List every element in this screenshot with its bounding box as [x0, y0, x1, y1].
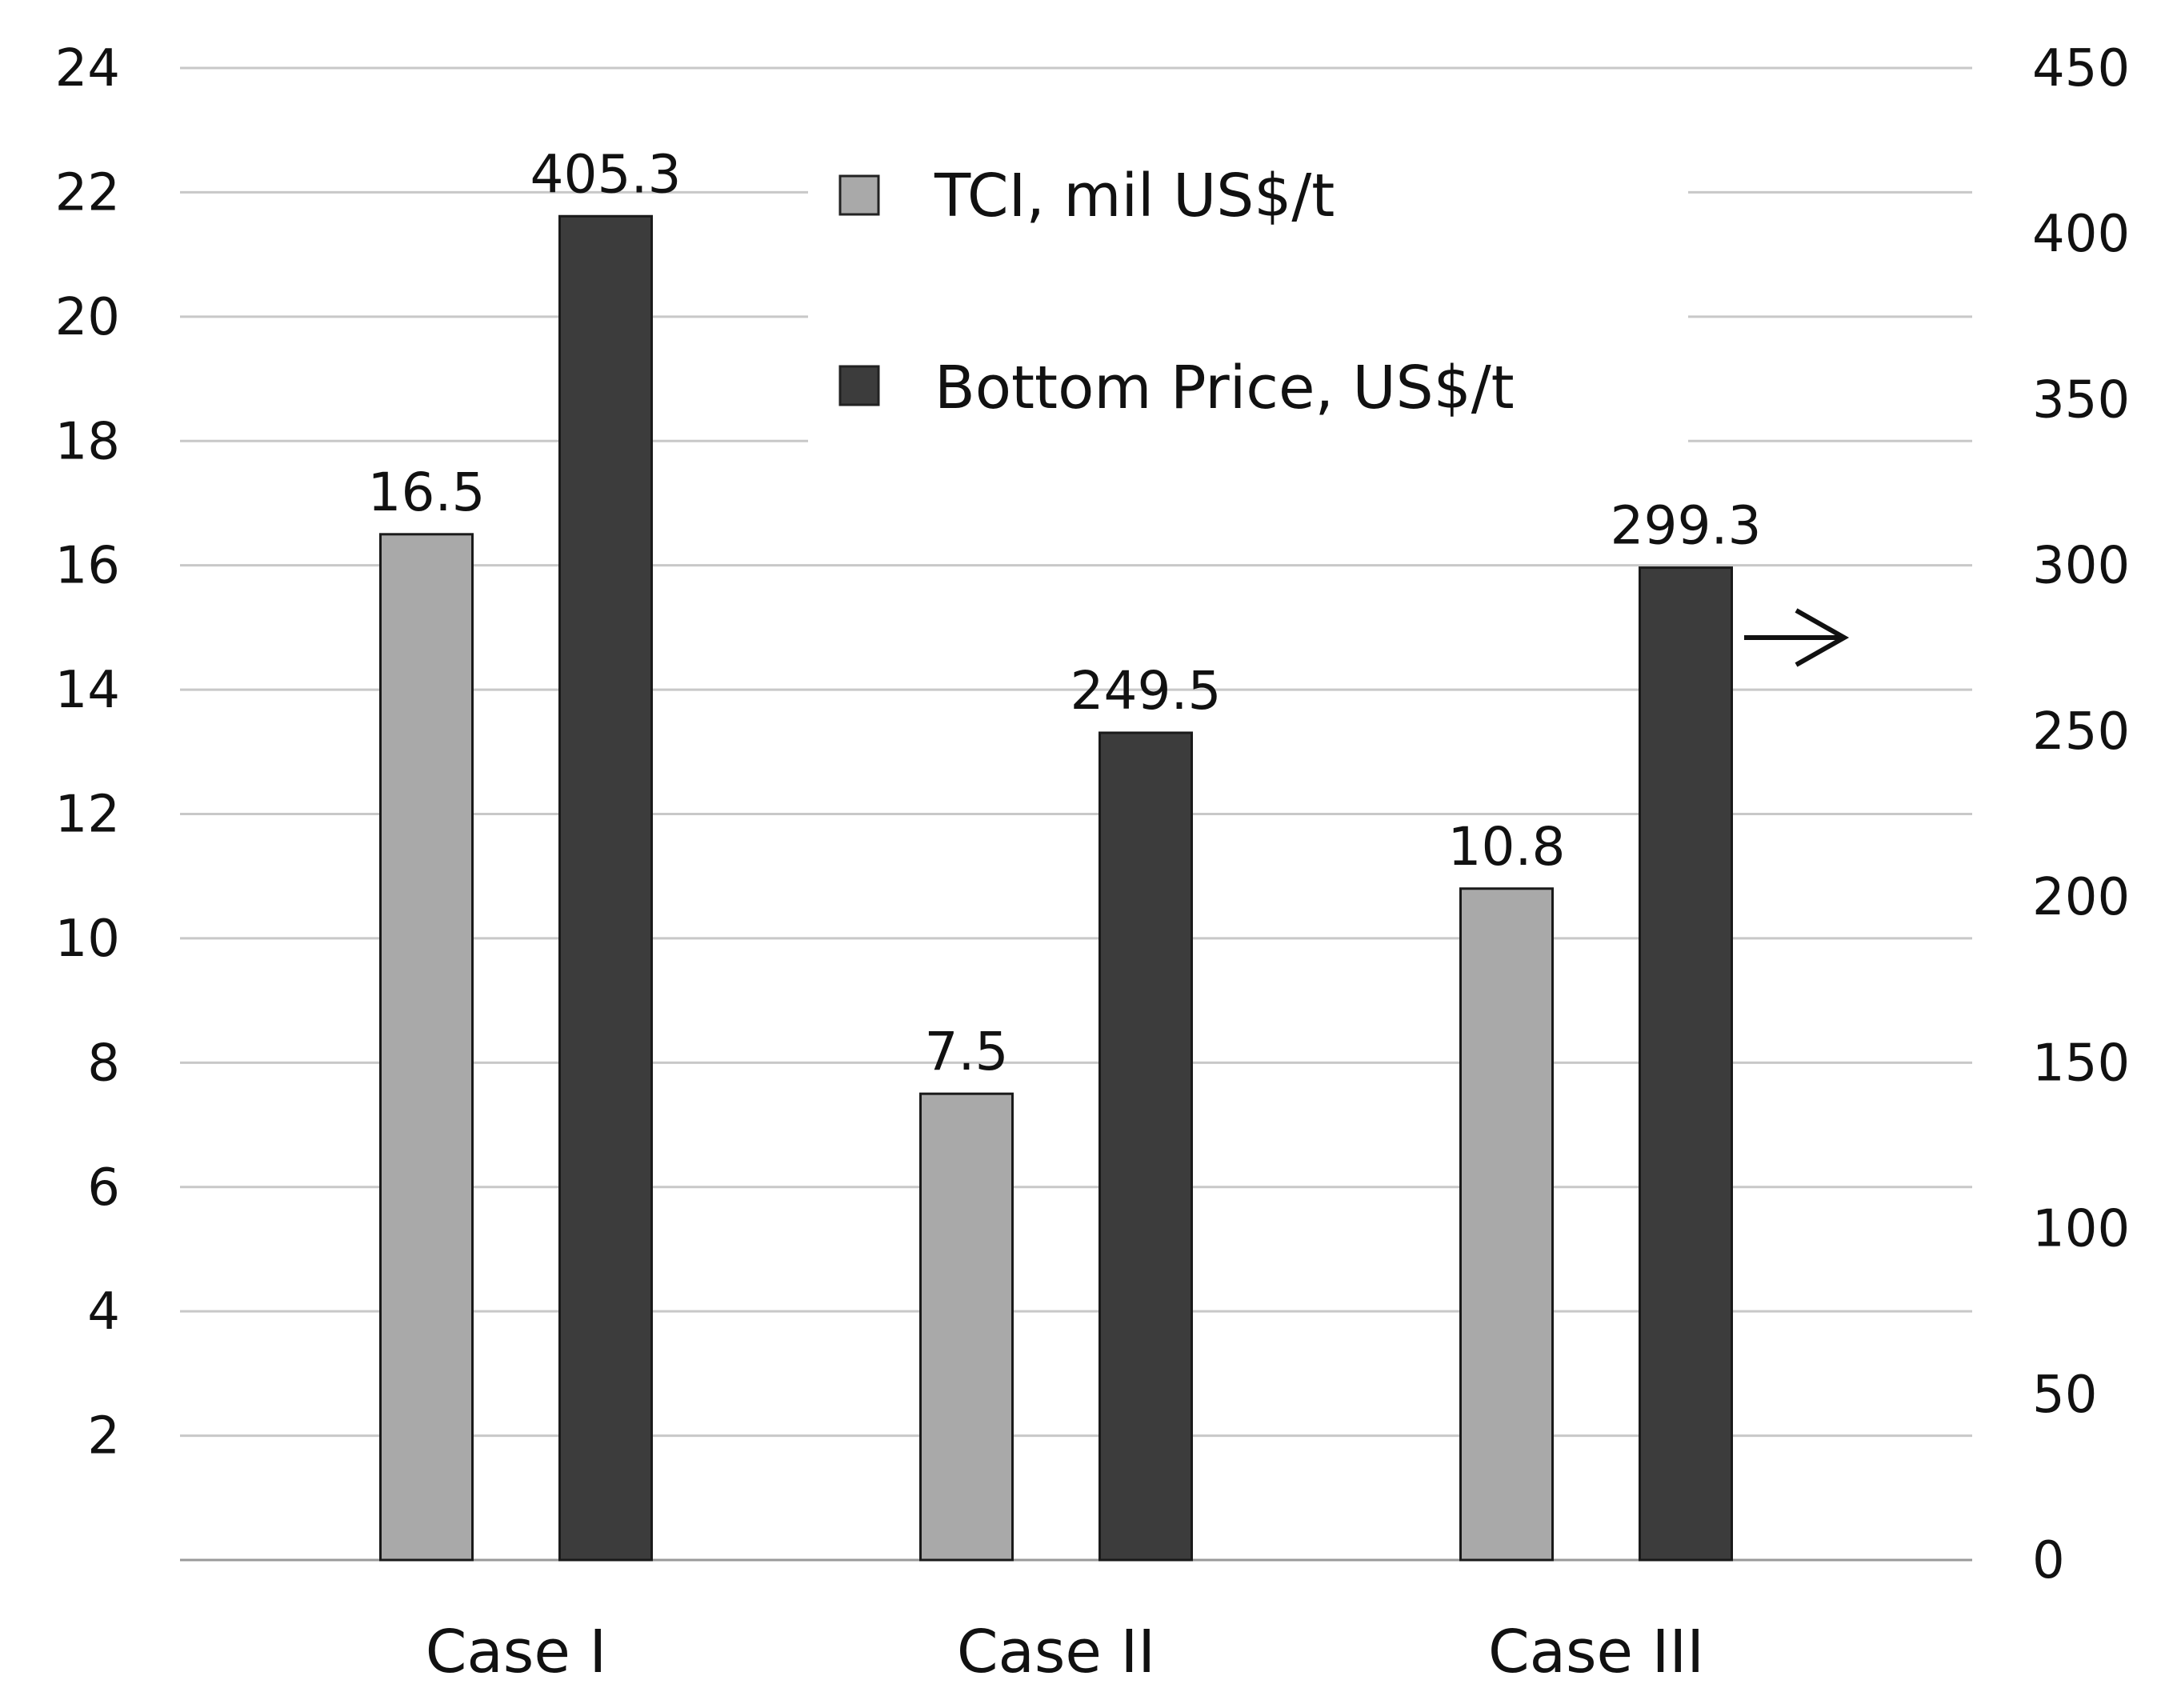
legend-swatch-tci	[838, 174, 880, 216]
category-label: Case III	[1488, 1618, 1704, 1686]
left-tick-label: 16	[55, 537, 120, 596]
left-tick-label: 2	[87, 1407, 120, 1466]
bar	[1639, 566, 1733, 1562]
value-labels: 16.5 405.3 7.5 249.5 10.8 299.3	[368, 143, 1762, 1082]
bar-value-label: 10.8	[1448, 816, 1566, 878]
legend-swatch-bottom-price	[838, 365, 880, 406]
left-tick-label: 22	[55, 163, 120, 222]
category-label: Case I	[426, 1618, 606, 1686]
bar	[919, 1092, 1014, 1562]
bars	[379, 214, 1733, 1562]
left-tick-label: 18	[55, 412, 120, 471]
right-tick-label: 50	[2032, 1366, 2097, 1425]
right-tick-label: 400	[2032, 205, 2130, 264]
right-tick-label: 200	[2032, 868, 2130, 927]
bar-value-label: 249.5	[1070, 660, 1222, 722]
bar	[558, 214, 653, 1562]
category-label: Case II	[957, 1618, 1155, 1686]
left-tick-label: 14	[55, 661, 120, 720]
bar-value-label: 405.3	[530, 143, 682, 205]
bar	[1099, 731, 1193, 1562]
category-labels: Case I Case II Case III	[426, 1618, 1704, 1686]
bar	[379, 533, 474, 1562]
right-y-axis: 0 50 100 150 200 250 300 350 400 450	[2032, 39, 2130, 1590]
left-tick-label: 10	[55, 910, 120, 969]
right-axis-arrow	[1744, 608, 1850, 667]
bar	[1459, 887, 1554, 1562]
left-tick-label: 4	[87, 1282, 120, 1342]
bar-value-label: 299.3	[1611, 495, 1762, 557]
right-tick-label: 350	[2032, 370, 2130, 430]
right-tick-label: 0	[2032, 1531, 2065, 1590]
legend-label-tci: TCI, mil US$/t	[934, 162, 1335, 230]
legend-label-bottom-price: Bottom Price, US$/t	[934, 354, 1515, 422]
left-tick-label: 6	[87, 1158, 120, 1218]
right-tick-label: 100	[2032, 1200, 2130, 1259]
right-tick-label: 150	[2032, 1034, 2130, 1093]
left-tick-label: 12	[55, 786, 120, 845]
bar-value-label: 7.5	[925, 1021, 1009, 1082]
legend-background	[808, 140, 1688, 444]
bar-value-label: 16.5	[368, 462, 486, 523]
right-tick-label: 450	[2032, 39, 2130, 98]
right-tick-label: 300	[2032, 537, 2130, 596]
left-tick-label: 20	[55, 288, 120, 347]
legend: TCI, mil US$/t Bottom Price, US$/t	[808, 140, 1688, 444]
right-tick-label: 250	[2032, 702, 2130, 762]
arrow-head	[1795, 608, 1850, 667]
left-tick-label: 8	[87, 1034, 120, 1093]
left-tick-label: 24	[55, 39, 120, 98]
